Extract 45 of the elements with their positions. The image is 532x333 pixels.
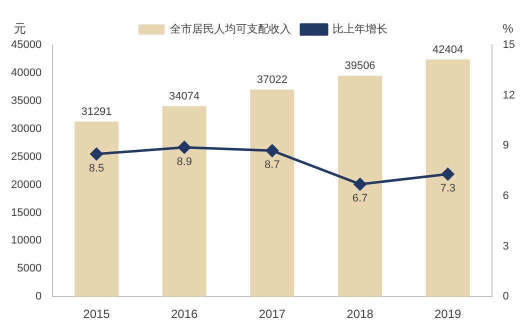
y2-tick-label: 6 xyxy=(502,190,509,202)
y-tick-label: 30000 xyxy=(10,122,42,135)
y2-tick-label: 12 xyxy=(502,89,516,102)
y-tick-label: 25000 xyxy=(10,150,42,163)
x-tick-label: 2019 xyxy=(434,307,462,322)
point xyxy=(178,141,191,154)
data-label: 6.7 xyxy=(352,192,368,205)
data-label: 37022 xyxy=(256,74,288,86)
point xyxy=(354,178,366,190)
data-label: 8.7 xyxy=(264,159,280,172)
y-tick-label: 5000 xyxy=(17,262,42,275)
y-tick-label: 35000 xyxy=(10,94,42,107)
y2-tick-label: 3 xyxy=(502,240,509,252)
legend-label: 全市居民人均可支配收入 xyxy=(170,22,291,36)
data-label: 8.9 xyxy=(176,156,192,168)
y-tick-label: 15000 xyxy=(10,206,42,219)
y-tick-label: 20000 xyxy=(10,178,42,191)
bar xyxy=(74,122,118,297)
x-tick-label: 2016 xyxy=(170,307,198,322)
point xyxy=(90,148,103,160)
point xyxy=(266,144,278,157)
y2-axis-title: % xyxy=(502,21,514,36)
y2-tick-label: 9 xyxy=(502,140,509,152)
data-label: 39506 xyxy=(344,60,376,72)
data-label: 7.3 xyxy=(440,182,456,195)
y-tick-label: 40000 xyxy=(10,66,42,79)
bar xyxy=(426,60,470,297)
x-tick-label: 2015 xyxy=(83,307,110,322)
bar xyxy=(250,90,294,297)
legend-label: 比上年增长 xyxy=(332,22,388,36)
y-tick-label: 0 xyxy=(35,290,42,303)
bar xyxy=(162,106,206,297)
y-tick-label: 45000 xyxy=(10,39,42,52)
y2-tick-label: 15 xyxy=(502,39,516,52)
data-label: 34074 xyxy=(169,90,200,103)
x-tick-label: 2017 xyxy=(258,307,286,322)
y-tick-label: 10000 xyxy=(10,234,42,247)
y-axis-title: 元 xyxy=(14,21,26,36)
y2-tick-label: 0 xyxy=(502,290,509,303)
data-label: 42404 xyxy=(432,44,464,56)
data-label: 8.5 xyxy=(88,162,104,175)
point xyxy=(442,168,454,180)
data-label: 31291 xyxy=(81,106,112,118)
bar xyxy=(338,76,382,297)
x-tick-label: 2018 xyxy=(346,307,374,322)
